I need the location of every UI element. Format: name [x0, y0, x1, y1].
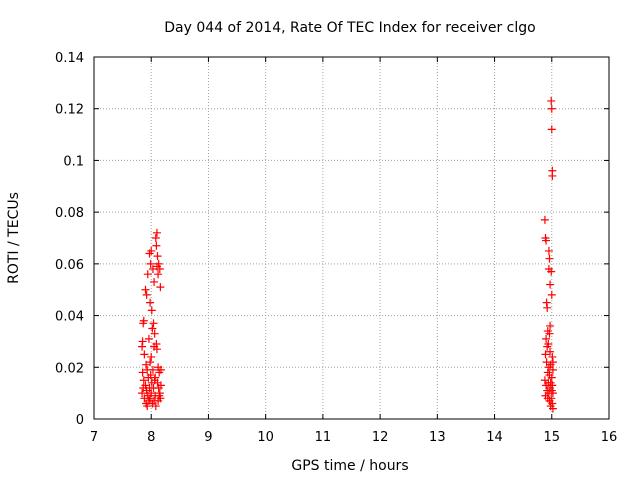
x-tick-labels: 7 8 9 10 11 12 13 14 15 16 [90, 430, 617, 445]
data-point [141, 381, 150, 390]
data-point [152, 345, 161, 354]
x-tick-label: 12 [372, 430, 389, 445]
data-point [150, 329, 159, 338]
data-point [545, 329, 554, 338]
x-axis-label: GPS time / hours [291, 458, 408, 474]
x-tick-label: 11 [315, 430, 332, 445]
data-point [146, 358, 155, 367]
data-point [547, 373, 556, 382]
data-point [548, 171, 557, 180]
data-point [548, 358, 557, 367]
data-point [154, 259, 163, 268]
data-point [546, 378, 555, 387]
data-point [152, 228, 161, 237]
y-tick-label: 0.04 [55, 310, 84, 325]
data-point [142, 360, 151, 369]
data-point [148, 324, 157, 333]
data-point [142, 290, 151, 299]
data-point [146, 371, 155, 380]
data-point [151, 402, 160, 411]
x-tick-label: 14 [486, 430, 503, 445]
y-tick-label: 0.02 [55, 361, 84, 376]
data-point [151, 373, 160, 382]
data-point [542, 236, 551, 245]
data-point [146, 394, 155, 403]
y-axis-label: ROTI / TECUs [6, 192, 22, 284]
data-point [546, 347, 555, 356]
data-point [147, 352, 156, 361]
x-tick-label: 16 [601, 430, 618, 445]
chart-title: Day 044 of 2014, Rate Of TEC Index for r… [164, 20, 535, 36]
grid-lines [94, 57, 609, 419]
x-tick-label: 9 [204, 430, 212, 445]
data-point [138, 342, 147, 351]
data-point [542, 334, 551, 343]
data-point [151, 234, 160, 242]
data-point [147, 389, 156, 398]
y-tick-label: 0.06 [55, 258, 84, 273]
data-point [154, 396, 163, 405]
data-point [547, 394, 556, 403]
data-point [543, 303, 552, 312]
data-point [148, 265, 157, 274]
data-point [155, 391, 164, 400]
data-point [146, 298, 155, 307]
data-point [150, 277, 159, 286]
data-point [153, 252, 162, 261]
data-point [154, 270, 163, 279]
plot-axes [93, 56, 610, 420]
data-point [143, 402, 152, 411]
data-point [156, 381, 165, 390]
data-point [138, 389, 147, 398]
data-point [547, 96, 556, 105]
data-point [543, 368, 552, 377]
data-point [155, 265, 164, 274]
data-point [547, 104, 556, 113]
data-point [547, 267, 556, 276]
data-point [139, 319, 148, 328]
data-point [547, 125, 556, 134]
y-tick-label: 0.14 [55, 51, 84, 66]
data-point [147, 246, 156, 255]
y-tick-label: 0.1 [63, 154, 84, 169]
data-point [547, 386, 556, 395]
data-point [541, 350, 550, 359]
plot-frame [93, 56, 610, 420]
y-tick-labels: 0 0.02 0.04 0.06 0.08 0.1 0.12 0.14 [55, 51, 84, 428]
x-tick-label: 13 [429, 430, 446, 445]
data-point [143, 270, 152, 279]
data-point [144, 334, 153, 343]
y-tick-label: 0 [76, 413, 84, 428]
x-tick-label: 10 [257, 430, 274, 445]
data-point [156, 283, 165, 292]
data-point [544, 340, 553, 349]
data-point [548, 365, 557, 374]
data-points [138, 96, 557, 413]
data-point [141, 285, 150, 294]
data-point [540, 215, 549, 224]
data-point [148, 365, 157, 374]
data-point [147, 306, 156, 315]
data-point [138, 368, 147, 377]
x-tick-label: 15 [544, 430, 561, 445]
x-tick-label: 8 [147, 430, 155, 445]
data-point [140, 350, 149, 359]
x-tick-label: 7 [90, 430, 98, 445]
data-point [545, 254, 554, 263]
data-point [548, 404, 557, 413]
data-point [546, 280, 555, 289]
y-tick-label: 0.12 [55, 103, 84, 118]
data-point [146, 259, 155, 268]
data-point [149, 319, 158, 328]
y-tick-label: 0.08 [55, 206, 84, 221]
data-point [156, 365, 165, 374]
data-point [544, 246, 553, 255]
data-point [152, 241, 161, 250]
data-point [139, 376, 148, 385]
data-point [547, 290, 556, 299]
data-point [546, 321, 555, 330]
